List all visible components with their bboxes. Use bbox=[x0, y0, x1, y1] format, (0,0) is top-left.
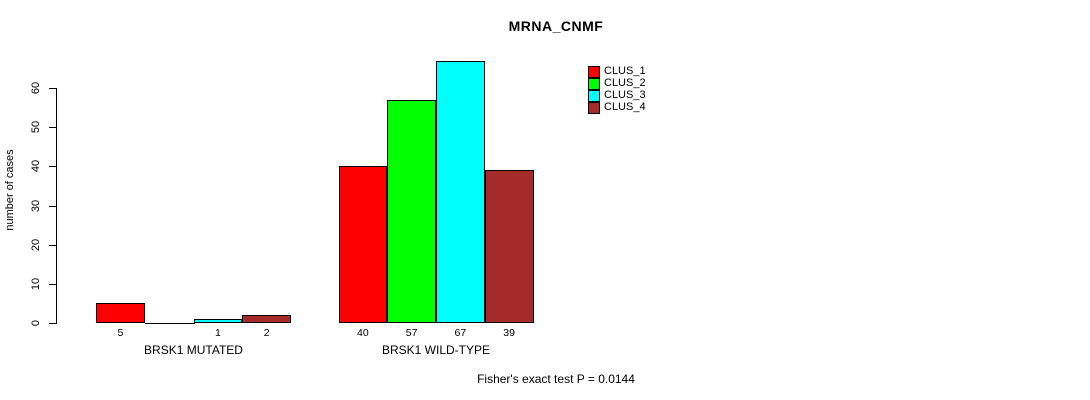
bar-count-label: 57 bbox=[405, 327, 418, 339]
chart-title: MRNA_CNMF bbox=[508, 18, 604, 34]
group-label: BRSK1 MUTATED bbox=[144, 343, 243, 357]
bar-count-label: 39 bbox=[503, 327, 515, 339]
y-tick-label: 30 bbox=[30, 199, 42, 212]
y-tick bbox=[49, 205, 56, 207]
y-tick-label: 10 bbox=[30, 277, 42, 290]
legend-swatch-clus_3 bbox=[588, 90, 600, 102]
bar-clus_4-1 bbox=[242, 315, 291, 323]
y-tick bbox=[49, 283, 56, 285]
y-tick bbox=[49, 88, 56, 89]
bar-count-label: 1 bbox=[214, 327, 221, 339]
bar-count-label: 67 bbox=[454, 327, 467, 339]
legend-label-clus_3: CLUS_3 bbox=[604, 89, 646, 101]
bar-clus_3-1 bbox=[193, 319, 243, 323]
bar-count-label: 5 bbox=[117, 327, 124, 339]
group-label: BRSK1 WILD-TYPE bbox=[381, 343, 491, 357]
stat-annotation: Fisher's exact test P = 0.0144 bbox=[477, 372, 635, 386]
y-tick bbox=[49, 127, 56, 129]
y-tick-label: 0 bbox=[30, 319, 42, 327]
bar-clus_4-2 bbox=[484, 170, 534, 323]
y-tick-label: 20 bbox=[30, 238, 42, 251]
legend-label-clus_4: CLUS_4 bbox=[604, 101, 646, 113]
y-tick-label: 40 bbox=[30, 160, 42, 173]
y-axis-line bbox=[56, 88, 57, 324]
bar-zero-clus_2-1 bbox=[144, 323, 195, 324]
legend-label-clus_2: CLUS_2 bbox=[604, 77, 646, 89]
bar-count-label: 2 bbox=[263, 327, 270, 339]
legend-swatch-clus_4 bbox=[588, 102, 600, 114]
bar-clus_2-2 bbox=[387, 100, 436, 323]
bar-clus_3-2 bbox=[436, 61, 485, 323]
bar-clus_1-1 bbox=[96, 303, 145, 323]
y-tick bbox=[49, 323, 56, 324]
bar-count-label: 40 bbox=[357, 327, 369, 339]
y-tick-label: 60 bbox=[30, 81, 42, 95]
legend-swatch-clus_2 bbox=[588, 78, 600, 90]
y-tick bbox=[49, 166, 56, 168]
y-tick bbox=[49, 244, 56, 246]
bar-clus_1-2 bbox=[338, 166, 388, 323]
legend-label-clus_1: CLUS_1 bbox=[604, 65, 646, 77]
y-tick-label: 50 bbox=[30, 121, 42, 134]
legend-swatch-clus_1 bbox=[588, 66, 600, 78]
